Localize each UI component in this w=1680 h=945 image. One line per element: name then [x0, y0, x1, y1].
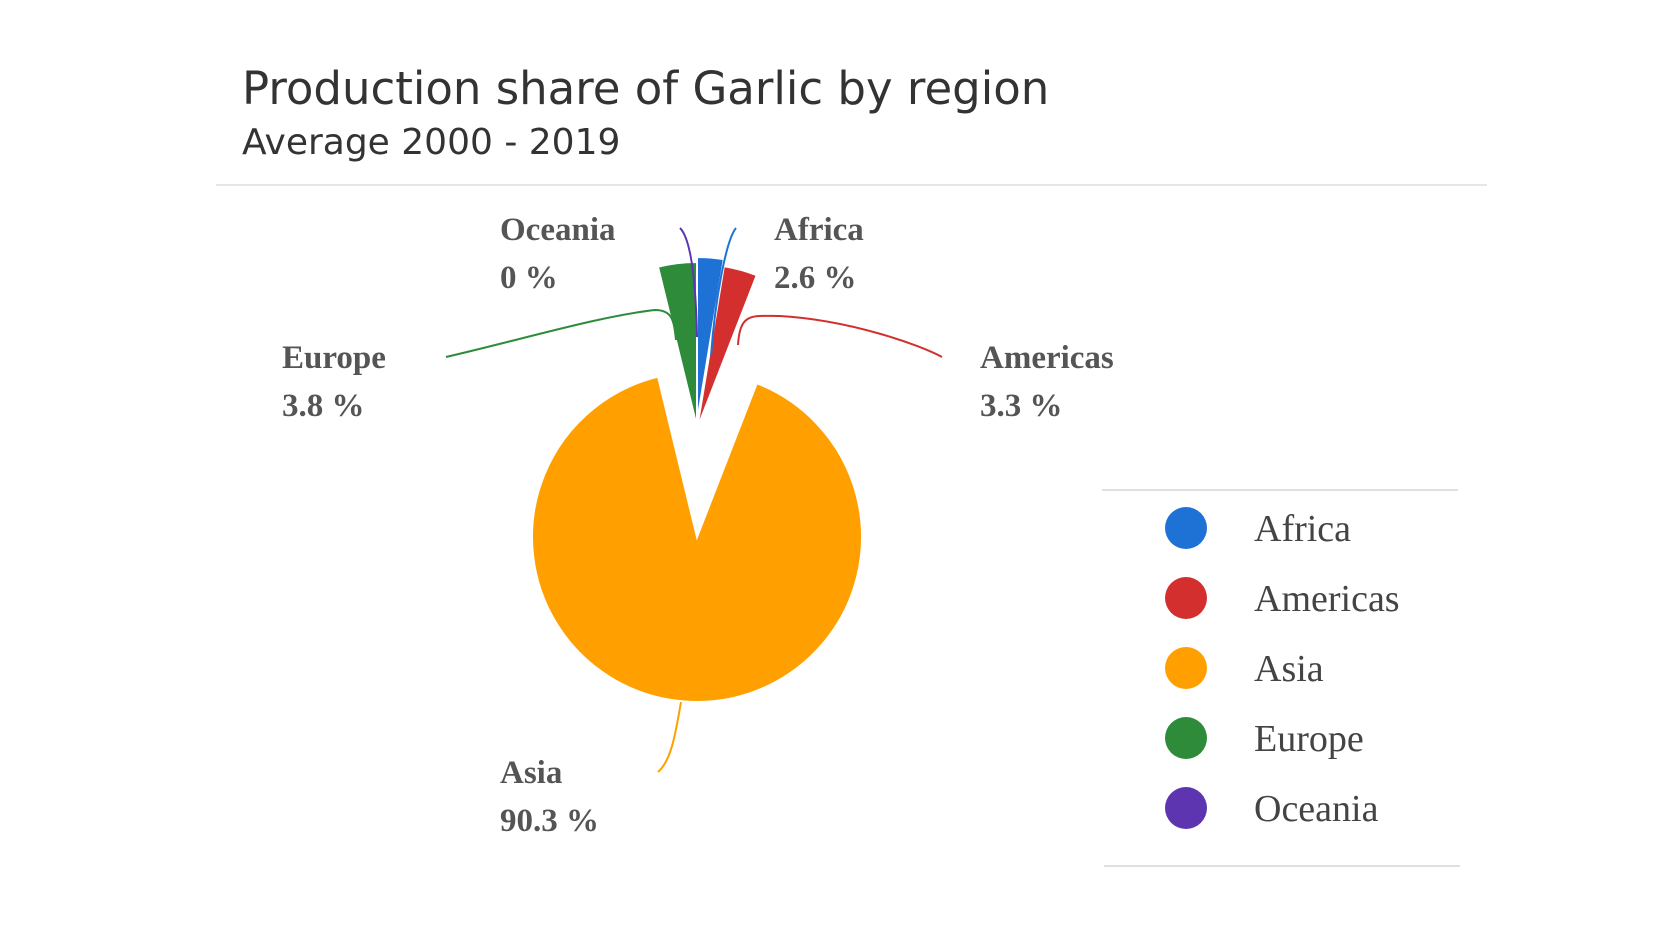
connector-africa — [710, 227, 737, 357]
title-divider — [216, 184, 1487, 186]
pie-slice-asia — [531, 375, 863, 703]
data-label-value-europe: 3.8 % — [282, 388, 365, 424]
data-label-name-europe: Europe — [282, 340, 386, 376]
connector-asia — [657, 701, 682, 773]
data-label-name-americas: Americas — [980, 340, 1114, 376]
legend-label-europe: Europe — [1254, 718, 1364, 760]
data-label-value-oceania: 0 % — [500, 260, 558, 296]
legend-label-africa: Africa — [1254, 508, 1351, 550]
legend-marker-oceania — [1165, 787, 1207, 829]
legend-label-oceania: Oceania — [1254, 788, 1379, 830]
legend-marker-asia — [1165, 647, 1207, 689]
data-label-value-americas: 3.3 % — [980, 388, 1063, 424]
legend-label-asia: Asia — [1254, 648, 1324, 690]
legend: Africa Americas Asia Europe Oceania — [1102, 489, 1460, 867]
legend-marker-europe — [1165, 717, 1207, 759]
legend-marker-americas — [1165, 577, 1207, 619]
pie-slice-europe — [656, 260, 698, 428]
chart-title: Production share of Garlic by region — [242, 62, 1050, 115]
connector-americas — [737, 314, 943, 358]
data-label-name-asia: Asia — [500, 755, 562, 791]
data-labels: Africa 2.6 % Americas 3.3 % Asia 90.3 % Europe… — [282, 212, 1114, 839]
chart-subtitle: Average 2000 - 2019 — [242, 122, 621, 163]
connector-europe — [445, 308, 677, 358]
legend-marker-africa — [1165, 507, 1207, 549]
data-label-name-oceania: Oceania — [500, 212, 615, 248]
pie-slices — [531, 255, 863, 703]
data-label-value-africa: 2.6 % — [774, 260, 857, 296]
label-connectors — [445, 227, 943, 773]
data-label-name-africa: Africa — [774, 212, 864, 248]
connector-oceania — [679, 227, 698, 338]
legend-label-americas: Americas — [1254, 578, 1400, 620]
data-label-value-asia: 90.3 % — [500, 803, 599, 839]
